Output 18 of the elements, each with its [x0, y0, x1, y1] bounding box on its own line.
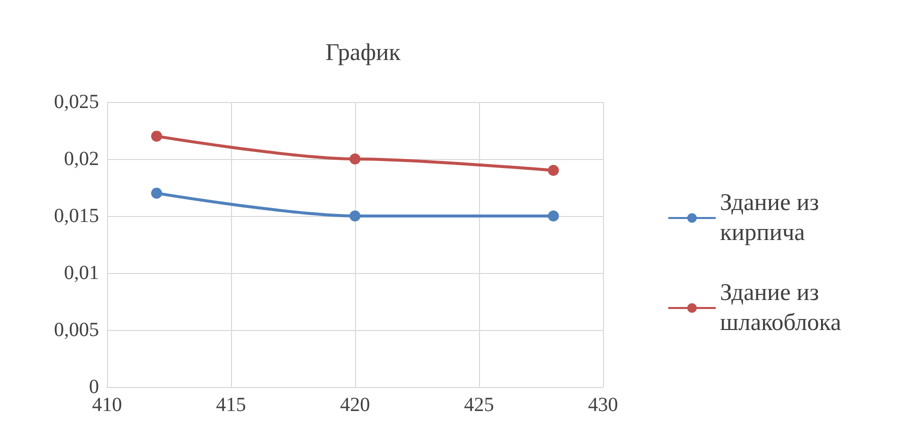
x-tick-label: 430 [588, 394, 618, 416]
y-tick-label: 0,025 [54, 91, 99, 113]
y-tick-label: 0,015 [54, 205, 99, 227]
y-tick-label: 0,02 [64, 148, 99, 170]
y-tick-label: 0,01 [64, 262, 99, 284]
point [548, 210, 559, 222]
point [151, 130, 162, 142]
x-tick-label: 425 [464, 394, 494, 416]
point [350, 210, 360, 222]
y-tick-label: 0,005 [54, 319, 99, 341]
legend-label: Здание из шлакоблока [720, 280, 842, 336]
legend-label: Здание из кирпича [720, 190, 819, 246]
point [548, 164, 559, 176]
point [350, 154, 360, 164]
point [151, 188, 162, 199]
chart-title: График [325, 40, 401, 66]
x-tick-label: 415 [216, 394, 246, 416]
x-tick-label: 420 [340, 394, 370, 416]
